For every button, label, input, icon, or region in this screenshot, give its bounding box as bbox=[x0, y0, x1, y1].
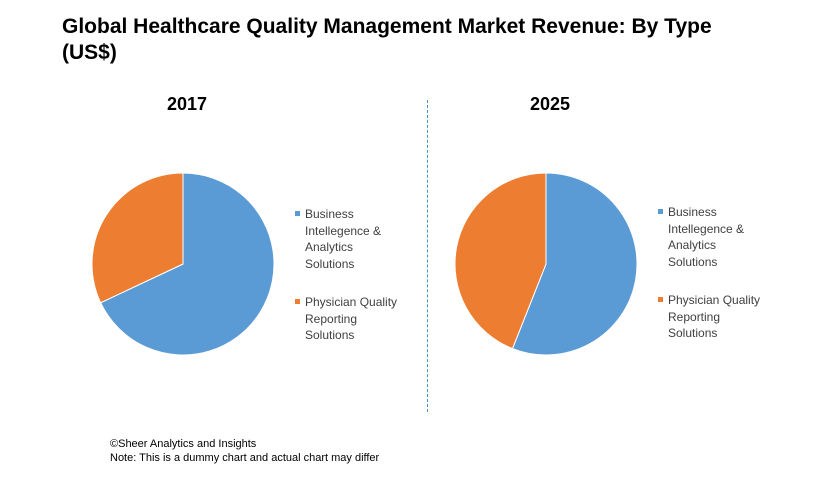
disclaimer-note: Note: This is a dummy chart and actual c… bbox=[110, 452, 380, 464]
slice-business-intelligence bbox=[99, 172, 275, 356]
legend-item-business-intelligence: Business Intellegence & Analytics Soluti… bbox=[295, 206, 397, 272]
chart-title: Global Healthcare Quality Management Mar… bbox=[62, 15, 712, 64]
legend-swatch-business-intelligence bbox=[295, 211, 300, 216]
legend-label-business-intelligence: Business Intellegence & Analytics Soluti… bbox=[668, 205, 745, 269]
legend-label-physician-quality: Physician Quality Reporting Solutions bbox=[668, 293, 761, 340]
slice-business-intelligence bbox=[511, 172, 638, 356]
legend-swatch-physician-quality bbox=[295, 299, 300, 304]
slice-physician-quality bbox=[91, 172, 184, 304]
legend-swatch-physician-quality bbox=[658, 297, 663, 302]
legend-2025: Business Intellegence & Analytics Soluti… bbox=[658, 204, 760, 342]
legend-item-physician-quality: Physician Quality Reporting Solutions bbox=[295, 294, 397, 344]
pie-2017-title: 2017 bbox=[167, 94, 208, 114]
pie-2025-title: 2025 bbox=[530, 94, 571, 114]
chart-divider bbox=[427, 100, 428, 412]
copyright-text: ©Sheer Analytics and Insights bbox=[110, 438, 257, 450]
slice-physician-quality bbox=[454, 172, 547, 350]
legend-label-physician-quality: Physician Quality Reporting Solutions bbox=[305, 295, 398, 342]
legend-2017: Business Intellegence & Analytics Soluti… bbox=[295, 206, 397, 344]
legend-label-business-intelligence: Business Intellegence & Analytics Soluti… bbox=[305, 207, 382, 271]
pie-chart-2025 bbox=[454, 172, 638, 356]
footer: ©Sheer Analytics and Insights Note: This… bbox=[110, 437, 379, 465]
legend-item-physician-quality: Physician Quality Reporting Solutions bbox=[658, 292, 760, 342]
legend-swatch-business-intelligence bbox=[658, 209, 663, 214]
legend-item-business-intelligence: Business Intellegence & Analytics Soluti… bbox=[658, 204, 760, 270]
pie-chart-2017 bbox=[91, 172, 275, 356]
